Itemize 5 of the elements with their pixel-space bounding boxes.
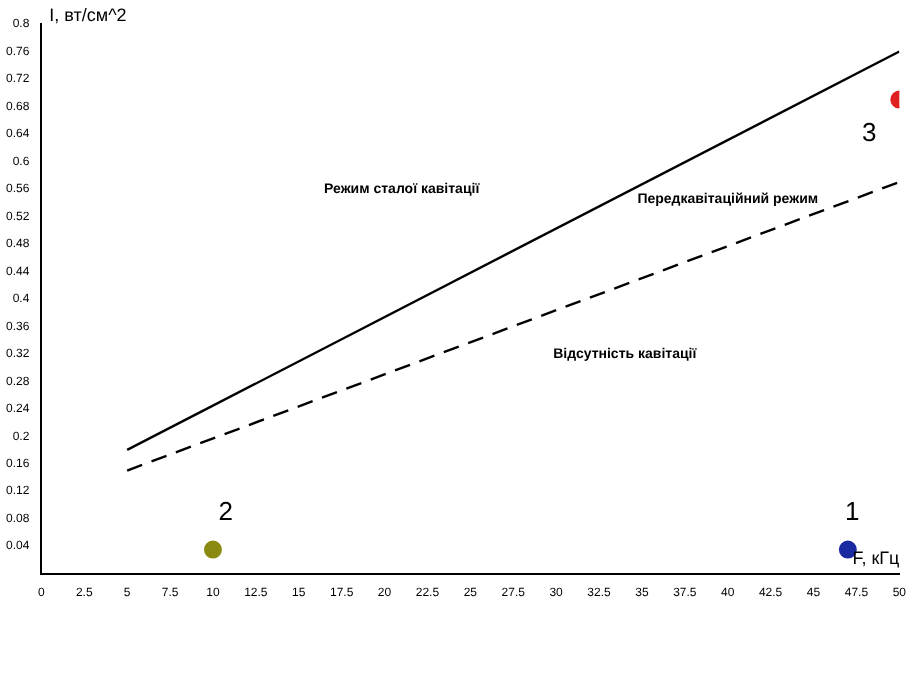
x-axis-title: F, кГц	[852, 547, 900, 568]
annotation: 1	[844, 496, 860, 527]
y-axis-title: I, вт/см^2	[49, 4, 127, 25]
annotation: 2	[218, 496, 234, 527]
annotation: 3	[862, 117, 877, 148]
